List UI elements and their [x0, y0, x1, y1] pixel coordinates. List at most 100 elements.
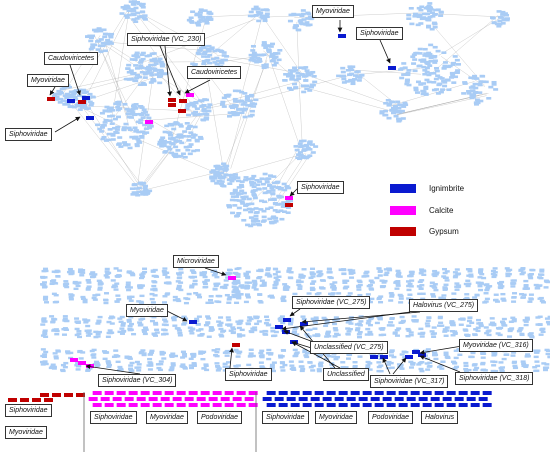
node [492, 360, 498, 364]
node [251, 51, 257, 55]
node [148, 353, 154, 356]
node [141, 108, 147, 112]
node [418, 327, 424, 331]
node [408, 331, 414, 334]
node [162, 318, 168, 321]
node [285, 286, 291, 289]
node [140, 130, 146, 134]
sample-marker [310, 397, 320, 401]
node [80, 295, 86, 299]
node [201, 108, 207, 111]
sample-marker [82, 96, 90, 100]
node [277, 317, 283, 321]
node [422, 54, 428, 57]
node [420, 89, 426, 93]
sample-marker [212, 391, 222, 395]
node [418, 367, 424, 371]
node [279, 355, 285, 358]
node [432, 272, 438, 275]
node [139, 70, 145, 74]
node [229, 179, 235, 183]
node [438, 364, 444, 367]
node [55, 275, 61, 278]
node [305, 17, 311, 20]
node [419, 332, 425, 336]
node [469, 321, 475, 325]
node [227, 111, 233, 114]
node [139, 284, 145, 287]
sample-marker [47, 97, 55, 101]
node [133, 135, 139, 139]
node [340, 66, 346, 70]
node [500, 297, 506, 301]
node [280, 205, 286, 208]
node [196, 315, 202, 318]
node [65, 350, 71, 353]
node [140, 349, 146, 352]
node [490, 269, 496, 273]
node [201, 19, 207, 23]
annotation-arrow [382, 357, 391, 375]
node [95, 123, 101, 127]
node [252, 55, 258, 59]
node [295, 280, 301, 284]
node [258, 351, 264, 355]
node [309, 17, 315, 20]
node [230, 211, 236, 215]
sample-marker [232, 397, 242, 401]
node [244, 281, 250, 284]
node [262, 172, 268, 176]
sample-marker [128, 391, 138, 395]
node [92, 362, 98, 366]
node [431, 326, 437, 329]
node [484, 297, 490, 301]
edge [61, 72, 142, 91]
node [441, 294, 447, 297]
node [466, 319, 472, 323]
node [412, 12, 418, 16]
node [207, 61, 213, 65]
node [125, 67, 131, 71]
node [239, 185, 245, 189]
node [443, 283, 449, 286]
node [227, 182, 233, 185]
node [511, 319, 517, 323]
node [223, 173, 229, 176]
node [345, 68, 351, 72]
node [389, 324, 395, 327]
node [443, 351, 449, 354]
sample-marker [100, 397, 110, 401]
node [265, 324, 271, 327]
node [68, 351, 74, 355]
label-myoviridae-left: Myoviridae [27, 74, 69, 87]
node [137, 83, 143, 87]
node [368, 287, 374, 290]
node [131, 3, 137, 6]
node [135, 11, 141, 15]
node [104, 276, 110, 279]
node [288, 360, 294, 363]
node [50, 280, 56, 283]
node [140, 111, 146, 115]
node [530, 268, 536, 272]
node [248, 216, 254, 219]
node [152, 57, 158, 61]
node [161, 139, 167, 143]
node [63, 102, 69, 106]
node [139, 190, 145, 194]
node [432, 274, 438, 278]
node [214, 56, 220, 60]
node [152, 67, 158, 71]
node [309, 286, 315, 290]
node [386, 324, 392, 327]
node [104, 267, 110, 271]
node [489, 317, 495, 320]
sample-marker [248, 391, 258, 395]
node [109, 32, 115, 36]
node [276, 275, 282, 278]
node [219, 182, 225, 186]
node [310, 275, 316, 278]
node [261, 283, 267, 287]
node [422, 72, 428, 76]
node [399, 109, 405, 113]
